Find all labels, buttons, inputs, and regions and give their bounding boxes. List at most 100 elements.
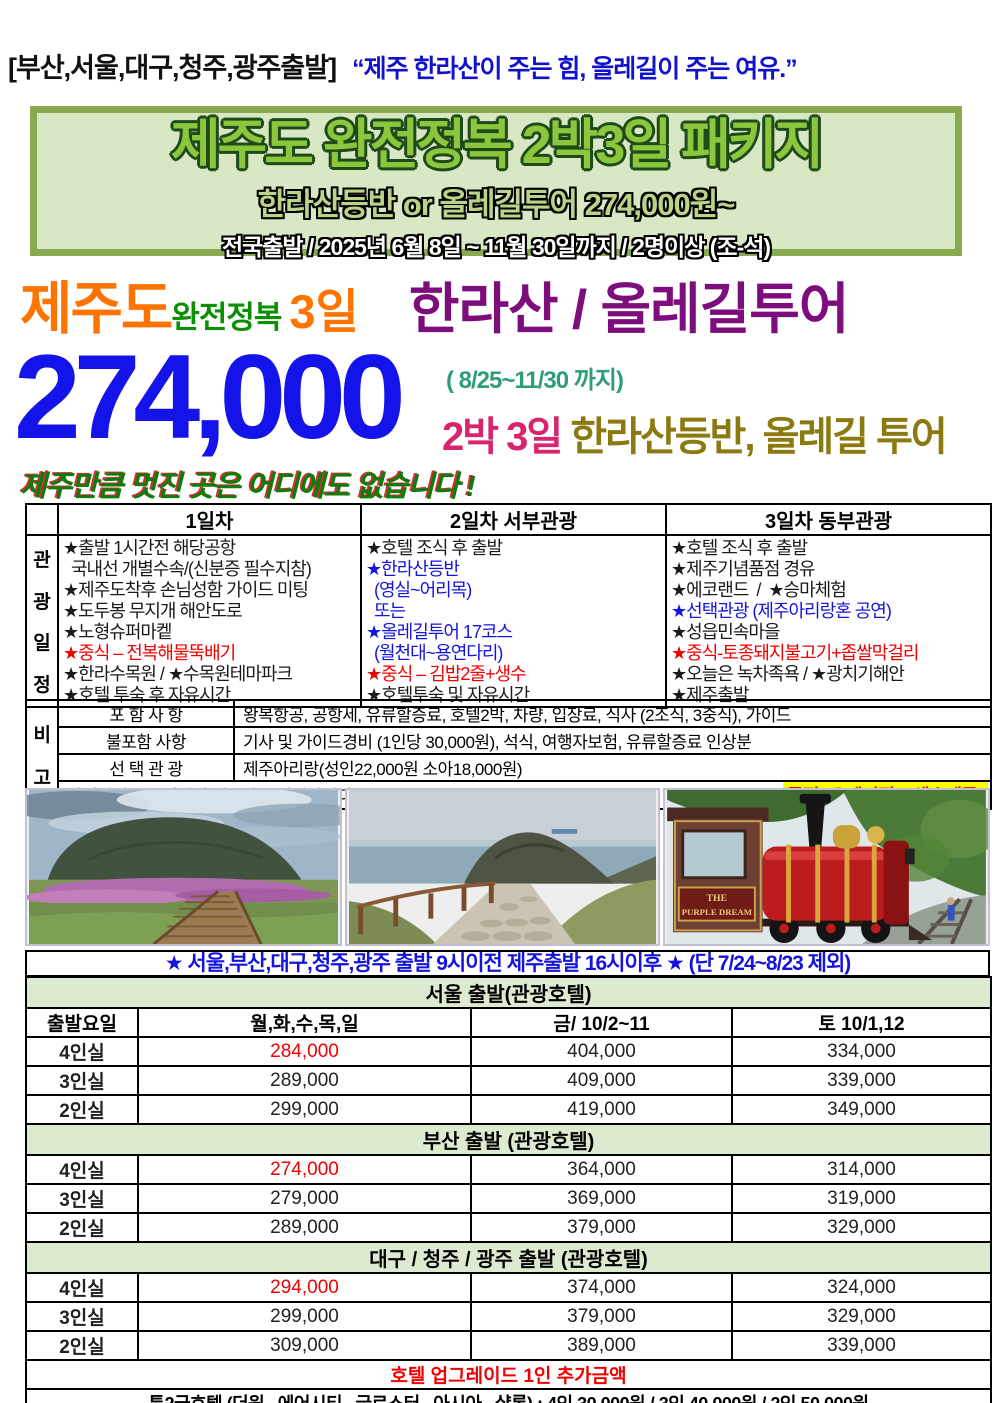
itinerary-body-row: 관 광 일 정 ★출발 1시간전 해당공항 국내선 개별수속/(신분증 필수지참… — [25, 534, 992, 708]
price-description: 2박 3일 한라산등반, 올레길 투어 — [442, 404, 948, 462]
price-cell: 299,000 — [137, 1094, 472, 1125]
main-banner: 제주도 완전정복 2박3일 패키지 한라산등반 or 올레길투어 274,000… — [30, 106, 962, 260]
title-jeju: 제주도 — [20, 277, 173, 341]
price-row: 4인실 294,000 374,000 324,000 — [25, 1272, 992, 1303]
price-cell: 314,000 — [730, 1154, 992, 1185]
excluded-label: 불포함 사항 — [57, 726, 235, 755]
price-cell: 364,000 — [470, 1154, 733, 1185]
room-type: 2인실 — [25, 1094, 139, 1125]
itinerary-header-row: 1일차 2일차 서부관광 3일차 동부관광 — [25, 503, 992, 536]
optional-content: 제주아리랑(성인22,000원 소아18,000원) — [233, 753, 992, 782]
hotel-upgrade-title: 호텔 업그레이드 1인 추가금액 — [24, 1359, 992, 1390]
price-tables: 서울 출발(관광호텔) 출발요일 월,화,수,목,일 금/ 10/2~11 토 … — [24, 976, 992, 1403]
excluded-content: 기사 및 가이드경비 (1인당 30,000원), 석식, 여행자보험, 유류할… — [233, 726, 992, 755]
price-cell: 409,000 — [470, 1065, 733, 1096]
price-period: ( 8/25~11/30 까지) — [446, 367, 624, 394]
price-row: 3인실 279,000 369,000 319,000 — [25, 1183, 992, 1214]
day3-header: 3일차 동부관광 — [665, 503, 992, 536]
price-cell: 324,000 — [730, 1272, 992, 1303]
photo-coastal-cliff-path — [345, 788, 660, 946]
photo-forest-train: THE PURPLE DREAM — [663, 788, 990, 946]
banner-subtitle: 한라산등반 or 올레길투어 274,000원~ — [257, 186, 736, 222]
section-daegu-cheongju-gwangju: 대구 / 청주 / 광주 출발 (관광호텔) — [24, 1241, 992, 1274]
price-cell: 289,000 — [137, 1212, 472, 1243]
price-cell: 379,000 — [470, 1301, 733, 1332]
hotel-upgrade-title-row: 호텔 업그레이드 1인 추가금액 — [24, 1359, 992, 1390]
price-cell: 279,000 — [137, 1183, 472, 1214]
itinerary-item-lunch: ★중식 – 김밥2줄+생수 — [366, 664, 527, 684]
room-type: 3인실 — [25, 1183, 139, 1214]
departure-time-note: ★ 서울,부산,대구,청주,광주 출발 9시이전 제주출발 16시이후 ★ (단… — [25, 950, 990, 977]
itinerary-table: 1일차 2일차 서부관광 3일차 동부관광 관 광 일 정 ★출발 1시간전 해… — [25, 503, 992, 708]
slogan: 제주만큼 멋진 곳은 어디에도 없습니다 ! — [20, 471, 476, 503]
optional-label: 선 택 관 광 — [57, 753, 235, 782]
corner-cell — [25, 503, 59, 536]
itinerary-item: ★출발 1시간전 해당공항 — [63, 538, 236, 558]
itinerary-item: ★제주기념품점 경유 — [671, 559, 816, 579]
col-day: 출발요일 — [25, 1007, 139, 1038]
price-block: 274,000 ( 8/25~11/30 까지) 2박 3일 한라산등반, 올레… — [14, 336, 984, 470]
itinerary-item: 국내선 개별수속/(신분증 필수지참) — [63, 559, 312, 579]
hotel-upgrade-detail-row: 특2급호텔 (더원 , 에어시티 , 글로스터 , 아시아 , 샬롬) : 4인… — [24, 1388, 992, 1403]
price-columns-row: 출발요일 월,화,수,목,일 금/ 10/2~11 토 10/1,12 — [25, 1007, 992, 1038]
itinerary-item: ★선택관광 (제주아리랑혼 공연) — [671, 601, 892, 621]
room-type: 4인실 — [25, 1154, 139, 1185]
departure-cities-label: [부산,서울,대구,청주,광주출발] — [8, 53, 337, 83]
day1-header: 1일차 — [57, 503, 362, 536]
big-price: 274,000 — [14, 330, 406, 464]
notes-row-optional: 선 택 관 광 제주아리랑(성인22,000원 소아18,000원) — [26, 753, 992, 782]
hotel-upgrade-detail: 특2급호텔 (더원 , 에어시티 , 글로스터 , 아시아 , 샬롬) : 4인… — [24, 1388, 992, 1403]
notes-row-included: 비 고 포 함 사 항 왕복항공, 공항세, 유류할증료, 호텔2박, 차량, … — [25, 699, 992, 810]
itinerary-item: ★한라수목원 / ★수목원테마파크 — [63, 664, 293, 684]
itinerary-item: ★노형슈퍼마켙 — [63, 622, 173, 642]
section-title: 부산 출발 (관광호텔) — [24, 1123, 992, 1156]
price-cell: 289,000 — [137, 1065, 472, 1096]
price-row: 2인실 289,000 379,000 329,000 — [25, 1212, 992, 1243]
notes-table: 비 고 포 함 사 항 왕복항공, 공항세, 유류할증료, 호텔2박, 차량, … — [25, 699, 992, 810]
itinerary-item: ★에코랜드 / ★승마체험 — [671, 580, 847, 600]
price-desc-text: 한라산등반, 올레길 투어 — [570, 415, 947, 459]
price-cell: 309,000 — [137, 1330, 472, 1361]
price-cell: 374,000 — [470, 1272, 733, 1303]
train-name-bottom: PURPLE DREAM — [682, 907, 753, 917]
price-row: 4인실 274,000 364,000 314,000 — [25, 1154, 992, 1185]
price-cell: 389,000 — [470, 1330, 733, 1361]
itinerary-item: (월천대~용연다리) — [366, 643, 503, 663]
itinerary-item: ★오늘은 녹차족욕 / ★광치기해안 — [671, 664, 905, 684]
price-cell: 334,000 — [730, 1036, 992, 1067]
price-cell: 274,000 — [137, 1154, 472, 1185]
itinerary-item: (영실~어리목) — [366, 580, 472, 600]
itinerary-item-lunch: ★중식-토종돼지불고기+좁쌀막걸리 — [671, 643, 919, 663]
price-cell: 319,000 — [730, 1183, 992, 1214]
col-saturday: 토 10/1,12 — [730, 1007, 992, 1038]
notes-row-excluded: 불포함 사항 기사 및 가이드경비 (1인당 30,000원), 석식, 여행자… — [26, 726, 992, 755]
itinerary-item: ★도두봉 무지개 해안도로 — [63, 601, 243, 621]
price-cell: 404,000 — [470, 1036, 733, 1067]
day2-header: 2일차 서부관광 — [360, 503, 667, 536]
col-weekday: 월,화,수,목,일 — [137, 1007, 472, 1038]
photo-strip: THE PURPLE DREAM — [25, 788, 990, 950]
itinerary-item: ★성읍민속마을 — [671, 622, 781, 642]
banner-period: 전국출발 / 2025년 6월 8일 ~ 11월 30일까지 / 2명이상 (조… — [221, 233, 771, 260]
price-cell: 329,000 — [730, 1301, 992, 1332]
itinerary-item: ★올레길투어 17코스 — [366, 622, 513, 642]
header-line: [부산,서울,대구,청주,광주출발] “제주 한라산이 주는 힘, 올레길이 주… — [8, 46, 986, 85]
price-cell: 299,000 — [137, 1301, 472, 1332]
section-title: 서울 출발(관광호텔) — [24, 976, 992, 1009]
itinerary-day3: ★호텔 조식 후 출발 ★제주기념품점 경유 ★에코랜드 / ★승마체험 ★선택… — [665, 534, 992, 708]
room-type: 4인실 — [25, 1036, 139, 1067]
header-quote: “제주 한라산이 주는 힘, 올레길이 주는 여유.” — [352, 55, 798, 83]
room-type: 2인실 — [25, 1212, 139, 1243]
price-cell: 369,000 — [470, 1183, 733, 1214]
photo-mountain-flower-trail — [25, 788, 342, 946]
itinerary-item-lunch: ★중식 – 전복해물뚝배기 — [63, 643, 236, 663]
col-friday: 금/ 10/2~11 — [470, 1007, 733, 1038]
title-conquest: 완전정복 — [171, 300, 282, 335]
price-cell: 419,000 — [470, 1094, 733, 1125]
price-row: 2인실 309,000 389,000 339,000 — [25, 1330, 992, 1361]
price-cell: 379,000 — [470, 1212, 733, 1243]
price-row: 3인실 299,000 379,000 329,000 — [25, 1301, 992, 1332]
price-row: 3인실 289,000 409,000 339,000 — [25, 1065, 992, 1096]
price-cell: 284,000 — [137, 1036, 472, 1067]
